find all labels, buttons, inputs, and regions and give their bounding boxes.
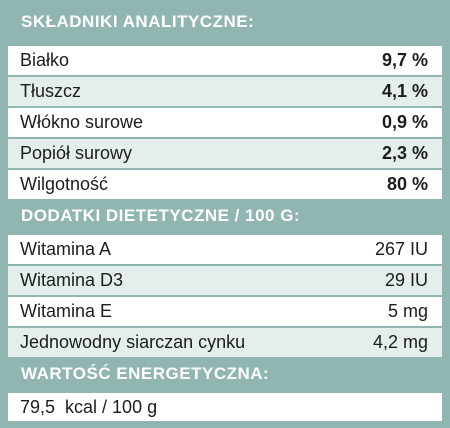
table-row: Włókno surowe 0,9 % [8, 106, 442, 137]
section-header-energy: WARTOŚĆ ENERGETYCZNA: [8, 357, 442, 391]
row-value: 9,7 % [381, 50, 428, 70]
row-value: 80 % [386, 174, 428, 194]
table-row: Wilgotność 80 % [8, 168, 442, 199]
row-value: 4,2 mg [372, 332, 428, 352]
row-label: Witamina A [20, 239, 112, 259]
table-row: Białko 9,7 % [8, 44, 442, 75]
table-row: Popiół surowy 2,3 % [8, 137, 442, 168]
table-row: Witamina A 267 IU [8, 233, 442, 264]
row-label: Włókno surowe [20, 112, 144, 132]
row-value: 0,9 % [381, 112, 428, 132]
table-row: Tłuszcz 4,1 % [8, 75, 442, 106]
table-row: Jednowodny siarczan cynku 4,2 mg [8, 326, 442, 357]
row-value: 4,1 % [381, 81, 428, 101]
row-label: Witamina E [20, 301, 113, 321]
row-value: 267 IU [374, 239, 428, 259]
row-value: 2,3 % [381, 143, 428, 163]
row-label: Popiół surowy [20, 143, 133, 163]
section-header-analytical: SKŁADNIKI ANALITYCZNE: [8, 0, 442, 44]
row-label: Białko [20, 50, 70, 70]
table-row: Witamina E 5 mg [8, 295, 442, 326]
row-label: Tłuszcz [20, 81, 82, 101]
table-row: 79,5 kcal / 100 g [8, 391, 442, 421]
row-value: 5 mg [387, 301, 428, 321]
row-value: 29 IU [384, 270, 428, 290]
row-label: Witamina D3 [20, 270, 124, 290]
table-row: Witamina D3 29 IU [8, 264, 442, 295]
row-label: Jednowodny siarczan cynku [20, 332, 246, 352]
row-label: 79,5 kcal / 100 g [20, 396, 158, 417]
section-header-additives: DODATKI DIETETYCZNE / 100 G: [8, 199, 442, 233]
row-label: Wilgotność [20, 174, 109, 194]
